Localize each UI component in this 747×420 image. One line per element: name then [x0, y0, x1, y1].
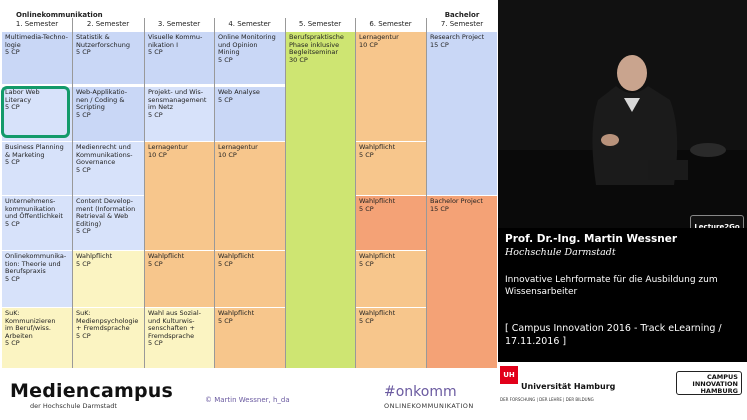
speaker-name: Prof. Dr.-Ing. Martin Wessner	[505, 233, 678, 245]
module-bachelor-project: Bachelor Project 15 CP	[427, 196, 497, 368]
slide-copyright: © Martin Wessner, h_da	[205, 396, 290, 404]
column-divider	[72, 18, 73, 368]
module-web-applikationen: Web-Applikatio- nen / Coding & Scripting…	[73, 87, 144, 141]
module-wahlpflicht-s6-a: Wahlpflicht 5 CP	[356, 142, 426, 195]
speaker-figure-icon	[498, 0, 747, 228]
module-suk-kommunizieren: SuK: Kommunizieren im Beruf/wiss. Arbeit…	[2, 308, 72, 368]
highlight-frame-labor-web-literacy	[1, 86, 70, 138]
module-wahlpflicht-s6-d: Wahlpflicht 5 CP	[356, 308, 426, 368]
module-berufspraktische-phase: Berufspraktische Phase inklusive Begleit…	[286, 32, 355, 368]
module-lernagentur-s3: Lernagentur 10 CP	[145, 142, 214, 250]
program-label: Onlinekommunikation	[16, 11, 103, 19]
module-business-planning: Business Planning & Marketing 5 CP	[2, 142, 72, 195]
campus-innovation-logo: CAMPUS INNOVATION HAMBURG	[676, 371, 742, 395]
module-onlinekommunikation-theorie: Onlinekommunika- tion: Theorie und Beruf…	[2, 251, 72, 307]
module-wahlpflicht-s6-c: Wahlpflicht 5 CP	[356, 251, 426, 307]
semester-7-header: 7. Semester	[440, 20, 484, 28]
speaker-affiliation: Hochschule Darmstadt	[505, 247, 616, 258]
semester-3-header: 3. Semester	[157, 20, 201, 28]
module-wahlpflicht-s4-a: Wahlpflicht 5 CP	[215, 251, 285, 307]
uni-hamburg-tagline: DER FORSCHUNG | DER LEHRE | DER BILDUNG	[500, 397, 594, 402]
module-lernagentur-s4: Lernagentur 10 CP	[215, 142, 285, 250]
column-divider	[144, 18, 145, 368]
module-research-project: Research Project 15 CP	[427, 32, 497, 195]
module-wahlpflicht-s6-b: Wahlpflicht 5 CP	[356, 196, 426, 250]
event-info: [ Campus Innovation 2016 - Track eLearni…	[505, 323, 722, 347]
module-labor-web-literacy: Labor Web Literacy 5 CP	[2, 87, 72, 141]
module-wahl-sozial-kultur: Wahl aus Sozial- und Kulturwis- senschaf…	[145, 308, 214, 368]
mediencampus-subtitle: der Hochschule Darmstadt	[30, 402, 117, 410]
column-divider	[214, 18, 215, 368]
semester-4-header: 4. Semester	[228, 20, 271, 28]
module-medienrecht: Medienrecht und Kommunikations- Governan…	[73, 142, 144, 195]
module-wahlpflicht-s4-b: Wahlpflicht 5 CP	[215, 308, 285, 368]
uni-hamburg-logo-mark: UH	[500, 366, 518, 384]
module-wahlpflicht-s2: Wahlpflicht 5 CP	[73, 251, 144, 307]
semester-6-header: 6. Semester	[369, 20, 412, 28]
uni-hamburg-name: Universität Hamburg	[521, 382, 616, 391]
module-statistik: Statistik & Nutzerforschung 5 CP	[73, 32, 144, 84]
talk-title: Innovative Lehrformate für die Ausbildun…	[505, 275, 718, 297]
slide-curriculum: Onlinekommunikation Bachelor 1. Semester…	[0, 0, 498, 420]
speaker-video	[498, 0, 747, 228]
module-online-monitoring: Online Monitoring und Opinion Mining 5 C…	[215, 32, 285, 84]
column-divider	[426, 18, 427, 368]
module-lernagentur-s6: Lernagentur 10 CP	[356, 32, 426, 141]
semester-2-header: 2. Semester	[86, 20, 130, 28]
onkomm-hashtag: #onkomm	[384, 384, 457, 400]
module-unternehmenskommunikation: Unternehmens- kommunikation und Öffentli…	[2, 196, 72, 250]
mediencampus-logo: Mediencampus	[10, 380, 174, 402]
onkomm-subtitle: ONLINEKOMMUNIKATION	[384, 402, 474, 410]
column-divider	[355, 18, 356, 368]
module-multimedia-technologie: Multimedia-Techno- logie 5 CP	[2, 32, 72, 84]
column-divider	[285, 18, 286, 368]
bachelor-label: Bachelor	[444, 11, 480, 19]
semester-1-header: 1. Semester	[15, 20, 59, 28]
module-content-development: Content Develop- ment (Information Retri…	[73, 196, 144, 250]
module-suk-medienpsychologie: SuK: Medienpsychologie + Fremdsprache 5 …	[73, 308, 144, 368]
module-projekt-wissensmanagement: Projekt- und Wis- sensmanagement im Netz…	[145, 87, 214, 141]
module-visuelle-kommunikation: Visuelle Kommu- nikation I 5 CP	[145, 32, 214, 84]
semester-5-header: 5. Semester	[298, 20, 342, 28]
module-web-analyse: Web Analyse 5 CP	[215, 87, 285, 141]
module-wahlpflicht-s3: Wahlpflicht 5 CP	[145, 251, 214, 307]
talk-info-panel	[498, 228, 747, 362]
